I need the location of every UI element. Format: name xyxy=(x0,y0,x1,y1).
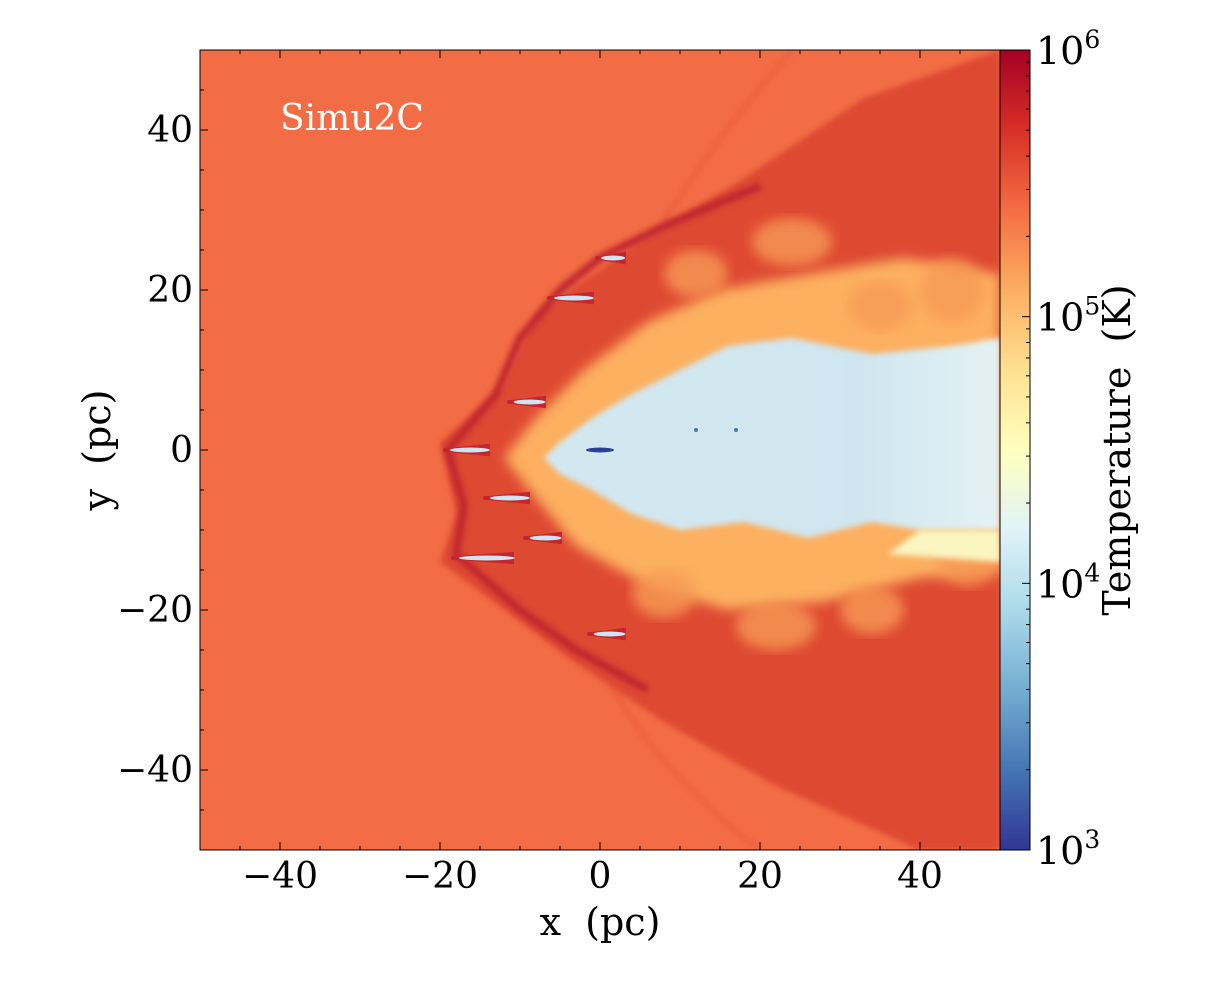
warm-eddy xyxy=(752,218,832,266)
warm-eddy xyxy=(848,282,912,330)
temperature-heatmap xyxy=(200,50,1000,850)
core-fringe xyxy=(888,530,1000,562)
cloud-finger-core xyxy=(450,447,490,453)
y-tick-label: 0 xyxy=(170,430,193,471)
warm-eddy xyxy=(664,250,728,298)
warm-eddy xyxy=(632,570,696,618)
colorbar-ticks xyxy=(1022,61,1030,851)
cloud-finger-core xyxy=(593,631,626,637)
axis-ticks xyxy=(199,49,1001,851)
colorbar-tick-label: 103 xyxy=(1036,825,1100,873)
y-tick-labels: −40 −20 0 20 40 xyxy=(117,110,193,791)
y-tick-label: −20 xyxy=(117,590,193,631)
warm-eddy xyxy=(736,602,816,650)
y-tick-label: 40 xyxy=(147,110,193,151)
colorbar-tick-label: 105 xyxy=(1036,292,1100,340)
cloud-finger-core xyxy=(554,295,594,301)
y-tick-label: 20 xyxy=(147,270,193,311)
y-axis-label: y (pc) xyxy=(75,390,119,512)
x-tick-label: 40 xyxy=(897,856,943,897)
warm-eddy xyxy=(920,258,984,322)
colorbar: 103 104 105 106 Temperature (K) xyxy=(999,25,1139,873)
y-tick-label: −40 xyxy=(117,750,193,791)
simulation-label: Simu2C xyxy=(280,98,424,139)
colorbar-gradient xyxy=(999,49,1031,851)
colorbar-tick-label: 106 xyxy=(1036,25,1100,73)
x-tick-labels: −40 −20 0 20 40 xyxy=(242,856,943,897)
x-axis-label: x (pc) xyxy=(540,900,661,944)
cloud-finger-core xyxy=(458,555,515,561)
colorbar-label: Temperature (K) xyxy=(1095,284,1139,615)
x-tick-label: −40 xyxy=(242,856,318,897)
shell-leading-edge xyxy=(444,182,762,694)
colorbar-tick-label: 104 xyxy=(1036,558,1100,606)
warm-eddy xyxy=(840,586,904,634)
cold-knot xyxy=(734,428,738,432)
cloud-finger-core xyxy=(513,399,546,405)
cloud-finger-core xyxy=(490,495,530,501)
x-tick-label: 0 xyxy=(589,856,612,897)
cold-knot xyxy=(694,428,698,432)
cloud-finger-core xyxy=(529,535,562,541)
x-tick-label: 20 xyxy=(737,856,783,897)
x-tick-label: −20 xyxy=(402,856,478,897)
cloud-finger-core xyxy=(601,255,626,261)
cool-core xyxy=(544,338,1000,538)
cold-knot xyxy=(586,447,614,453)
colorbar-tick-labels: 103 104 105 106 xyxy=(1036,25,1100,873)
